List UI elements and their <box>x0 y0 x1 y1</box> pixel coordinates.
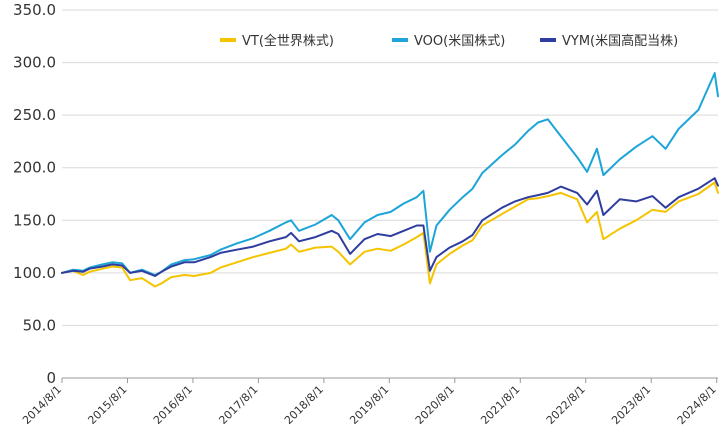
y-tick-labels: 0 50.0 100.0 150.0 200.0 250.0 300.0 350.0 <box>13 1 56 387</box>
legend-label: VT(全世界株式) <box>242 33 334 49</box>
x-tick-labels: 2014/8/1 2015/8/1 2016/8/1 2017/8/1 2018/8/1… <box>20 383 719 427</box>
x-tick-label: 2018/8/1 <box>282 383 326 427</box>
x-tick-label: 2017/8/1 <box>216 383 260 427</box>
series-line-0 <box>61 181 719 288</box>
series-line-1 <box>61 72 719 276</box>
y-tick-label: 150.0 <box>13 211 56 229</box>
y-tick-label: 350.0 <box>13 1 56 19</box>
y-tick-label: 100.0 <box>13 264 56 282</box>
legend-label: VOO(米国株式) <box>414 34 505 49</box>
y-tick-label: 200.0 <box>13 159 56 177</box>
legend-label: VYM(米国高配当株) <box>562 33 678 49</box>
x-tick-label: 2019/8/1 <box>347 383 391 427</box>
y-tick-label: 50.0 <box>23 316 56 334</box>
y-tick-label: 300.0 <box>13 54 56 72</box>
axis-layer <box>61 378 718 383</box>
y-tick-label: 0 <box>46 369 56 387</box>
x-tick-label: 2021/8/1 <box>478 383 522 427</box>
x-tick-label: 2023/8/1 <box>609 383 653 427</box>
x-tick-label: 2022/8/1 <box>544 383 588 427</box>
x-tick-label: 2014/8/1 <box>20 383 64 427</box>
legend: VT(全世界株式) VOO(米国株式) VYM(米国高配当株) <box>220 33 678 49</box>
x-tick-label: 2020/8/1 <box>413 383 457 427</box>
series-layer <box>61 72 719 288</box>
x-tick-label: 2015/8/1 <box>85 383 129 427</box>
series-line-2 <box>61 177 719 277</box>
x-tick-label: 2024/8/1 <box>675 383 719 427</box>
grid-layer <box>62 9 718 379</box>
y-tick-label: 250.0 <box>13 106 56 124</box>
x-tick-label: 2016/8/1 <box>151 383 195 427</box>
